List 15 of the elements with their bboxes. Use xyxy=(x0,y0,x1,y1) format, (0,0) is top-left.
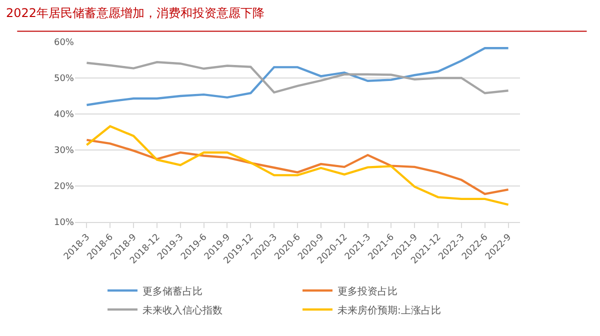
line-series xyxy=(86,138,510,196)
legend-label: 更多储蓄占比 xyxy=(142,285,202,298)
line-series xyxy=(86,125,510,206)
y-tick-label: 40% xyxy=(54,110,74,120)
line-series xyxy=(86,47,510,106)
y-tick-label: 30% xyxy=(54,146,74,156)
legend-label: 未来收入信心指数 xyxy=(142,304,222,316)
chart-title: 2022年居民储蓄意愿增加，消费和投资意愿下降 xyxy=(6,6,265,20)
legend-label: 未来房价预期:上涨占比 xyxy=(338,304,441,316)
legend-label: 更多投资占比 xyxy=(338,285,398,298)
line-series xyxy=(86,61,510,94)
y-tick-label: 50% xyxy=(54,74,74,84)
y-tick-label: 10% xyxy=(54,218,74,228)
y-tick-label: 20% xyxy=(54,182,74,192)
y-tick-label: 60% xyxy=(54,38,74,48)
